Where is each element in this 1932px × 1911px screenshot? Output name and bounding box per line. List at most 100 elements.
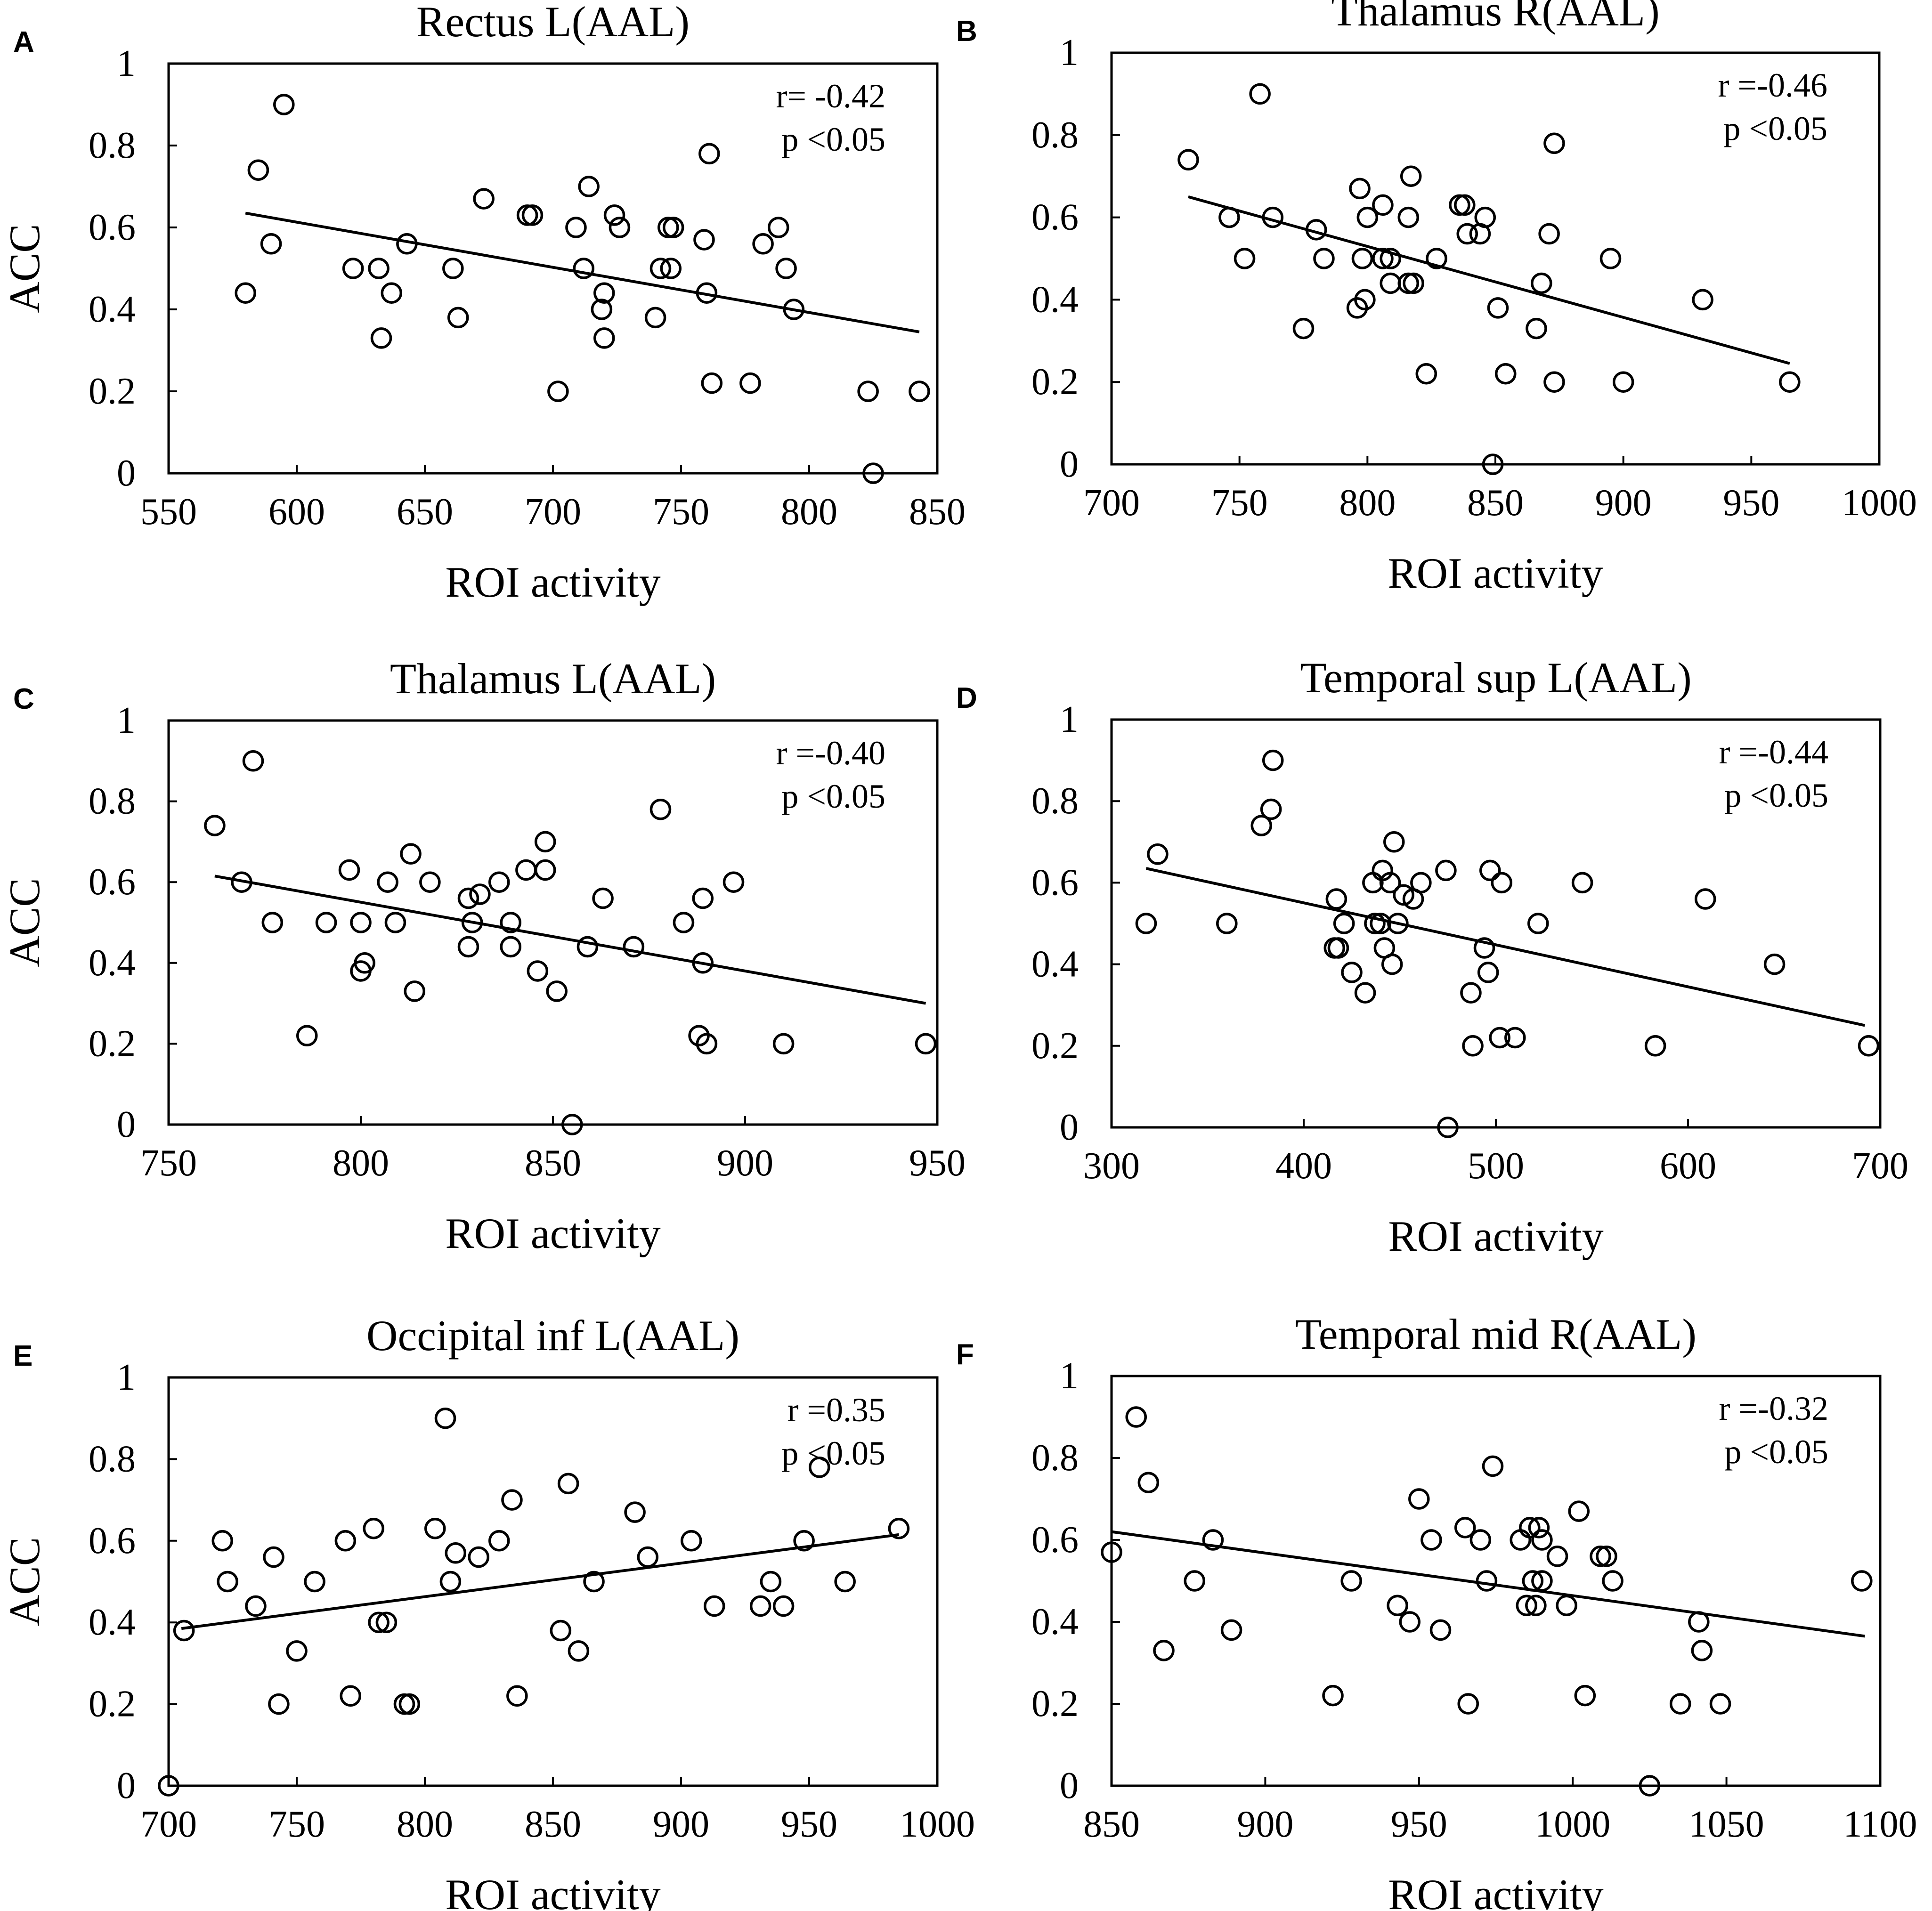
data-point: [1851, 1570, 1873, 1592]
data-point: [368, 1611, 390, 1633]
data-point: [1688, 1611, 1710, 1633]
x-tick-label: 1050: [1689, 1804, 1764, 1845]
data-point: [469, 883, 491, 905]
data-point: [1543, 132, 1565, 154]
data-point: [1538, 223, 1560, 245]
correlation-r-text: r =-0.32: [1719, 1390, 1828, 1427]
data-point: [673, 912, 695, 933]
data-point: [1454, 1517, 1476, 1539]
y-tick-label: 1: [1060, 699, 1079, 740]
panel-d: D Temporal sup L(AAL) 0 0.2 0.4 0.6 0.8 1 300 400…: [956, 654, 1908, 1260]
data-point: [158, 1775, 179, 1797]
data-point: [1531, 272, 1552, 294]
data-point: [565, 217, 587, 238]
data-point: [696, 1033, 718, 1055]
data-point: [1476, 1570, 1498, 1592]
y-axis-label: ACC: [0, 878, 49, 967]
x-tick-label: 700: [525, 491, 581, 533]
data-point: [1397, 272, 1420, 294]
data-point: [263, 1546, 284, 1568]
panel-c: C Thalamus L(AAL) 0 0.2 0.4 0.6 0.8 1 750 800 850 9…: [0, 655, 966, 1257]
y-tick-label: 0.8: [1031, 114, 1079, 156]
data-point: [561, 1114, 583, 1135]
data-point: [703, 1595, 725, 1617]
data-point: [793, 1530, 815, 1552]
data-point: [375, 1611, 398, 1633]
y-tick-label: 0.2: [89, 371, 136, 412]
data-point: [1763, 953, 1786, 975]
plot-frame: [1110, 1375, 1882, 1787]
y-tick-label: 1: [117, 700, 136, 741]
x-tick-label: 950: [1723, 482, 1779, 524]
p-value-text: p <0.05: [781, 1434, 885, 1472]
data-point: [1292, 317, 1315, 340]
data-point: [623, 936, 645, 958]
data-point: [772, 1033, 795, 1055]
data-point: [1313, 248, 1335, 269]
panel-title: Rectus L(AAL): [416, 0, 690, 46]
data-point: [1437, 1117, 1459, 1138]
y-tick-label: 0.4: [89, 942, 136, 984]
x-axis-label: ROI activity: [1388, 549, 1603, 597]
data-point: [681, 1530, 702, 1552]
data-point: [1380, 272, 1401, 294]
data-point: [506, 1685, 528, 1707]
x-tick-label: 500: [1468, 1145, 1524, 1187]
data-point: [1479, 859, 1501, 882]
data-point: [1101, 1541, 1122, 1563]
data-point: [393, 1693, 415, 1715]
data-point: [1415, 363, 1437, 385]
data-point: [1494, 363, 1517, 385]
data-point: [261, 912, 284, 933]
data-point: [1546, 1546, 1568, 1567]
data-point: [1372, 194, 1394, 216]
p-value-text: p <0.05: [781, 777, 885, 815]
x-tick-label: 850: [1083, 1804, 1140, 1845]
data-point: [515, 859, 537, 881]
x-tick-label: 950: [909, 1142, 966, 1184]
data-point: [749, 1595, 771, 1617]
data-point: [1426, 248, 1447, 269]
y-tick-label: 0: [117, 1765, 136, 1806]
data-point: [1460, 982, 1482, 1004]
data-point: [591, 299, 613, 320]
data-point: [644, 307, 666, 329]
data-point: [534, 859, 556, 881]
regression-line: [1145, 867, 1866, 1027]
data-point: [473, 188, 495, 210]
data-point: [1644, 1035, 1666, 1057]
x-tick-label: 900: [653, 1804, 709, 1845]
data-point: [1691, 1640, 1713, 1661]
data-point: [1429, 1619, 1452, 1641]
data-point: [1177, 149, 1199, 170]
data-point: [1379, 872, 1401, 894]
data-point: [1602, 1570, 1624, 1592]
x-tick-label: 600: [268, 491, 325, 533]
y-tick-label: 1: [1060, 1355, 1079, 1397]
data-point: [649, 258, 672, 279]
data-point: [1489, 1027, 1510, 1049]
data-point: [1220, 1619, 1242, 1641]
data-point: [1556, 1595, 1577, 1616]
data-point: [1218, 206, 1240, 228]
data-point: [1403, 272, 1424, 294]
data-point: [1474, 206, 1496, 228]
x-tick-label: 800: [1339, 482, 1396, 524]
data-point: [1250, 815, 1272, 836]
data-point: [368, 258, 390, 279]
regression-line: [245, 211, 920, 333]
data-point: [568, 1640, 590, 1662]
x-tick-label: 850: [525, 1142, 581, 1184]
x-tick-label: 1100: [1843, 1804, 1917, 1845]
data-point: [1526, 317, 1547, 340]
panel-letter: A: [13, 26, 34, 58]
x-tick-label: 900: [1595, 482, 1652, 524]
data-point: [1487, 297, 1509, 319]
data-point: [315, 912, 337, 933]
data-point: [1387, 913, 1409, 934]
panel-title: Thalamus R(AAL): [1331, 0, 1660, 35]
data-point: [637, 1546, 659, 1568]
x-tick-label: 900: [717, 1142, 773, 1184]
data-point: [1153, 1640, 1175, 1661]
